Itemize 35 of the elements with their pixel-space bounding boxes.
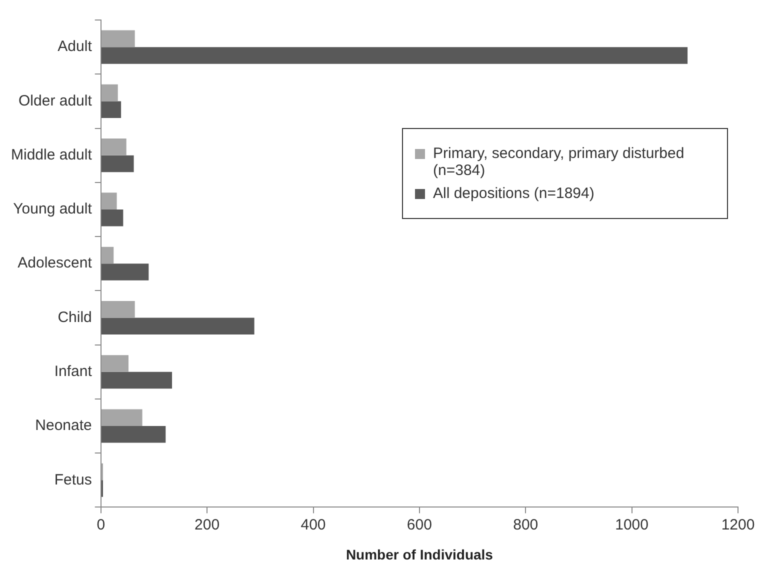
x-tick-label: 800 bbox=[513, 516, 538, 534]
x-axis-title: Number of Individuals bbox=[346, 546, 494, 562]
y-tick-label: Fetus bbox=[54, 471, 92, 488]
bar bbox=[101, 246, 114, 264]
bar bbox=[101, 409, 142, 426]
y-tick-label: Adolescent bbox=[18, 254, 93, 272]
bar bbox=[101, 300, 135, 318]
legend-label: Primary, secondary, primary disturbed (n=384) bbox=[433, 145, 686, 179]
bar bbox=[101, 209, 124, 226]
bar bbox=[101, 84, 118, 102]
bar bbox=[101, 372, 172, 389]
bar bbox=[101, 155, 134, 172]
bar bbox=[101, 355, 128, 372]
y-tick-label: Adult bbox=[58, 38, 93, 56]
legend-label: All depositions (n=1894) bbox=[433, 185, 594, 202]
bar bbox=[101, 264, 149, 280]
bar bbox=[101, 138, 126, 156]
y-tick-label: Neonate bbox=[35, 417, 92, 434]
x-tick-label: 600 bbox=[406, 516, 432, 534]
x-tick-label: 200 bbox=[194, 516, 220, 534]
x-tick-label: 0 bbox=[96, 516, 106, 534]
y-tick-label: Infant bbox=[54, 363, 93, 380]
bar bbox=[101, 101, 122, 118]
y-tick-label: Middle adult bbox=[10, 146, 93, 164]
y-tick-label: Older adult bbox=[18, 92, 93, 110]
bar bbox=[101, 30, 135, 48]
bar bbox=[101, 318, 254, 335]
y-tick-label: Child bbox=[58, 308, 92, 326]
x-tick-label: 1200 bbox=[721, 516, 755, 534]
bar bbox=[101, 426, 166, 443]
x-tick-label: 1000 bbox=[615, 516, 648, 534]
y-tick-label: Young adult bbox=[13, 200, 93, 218]
x-tick-label: 400 bbox=[300, 516, 326, 534]
bar bbox=[101, 47, 688, 64]
bar bbox=[101, 192, 117, 210]
